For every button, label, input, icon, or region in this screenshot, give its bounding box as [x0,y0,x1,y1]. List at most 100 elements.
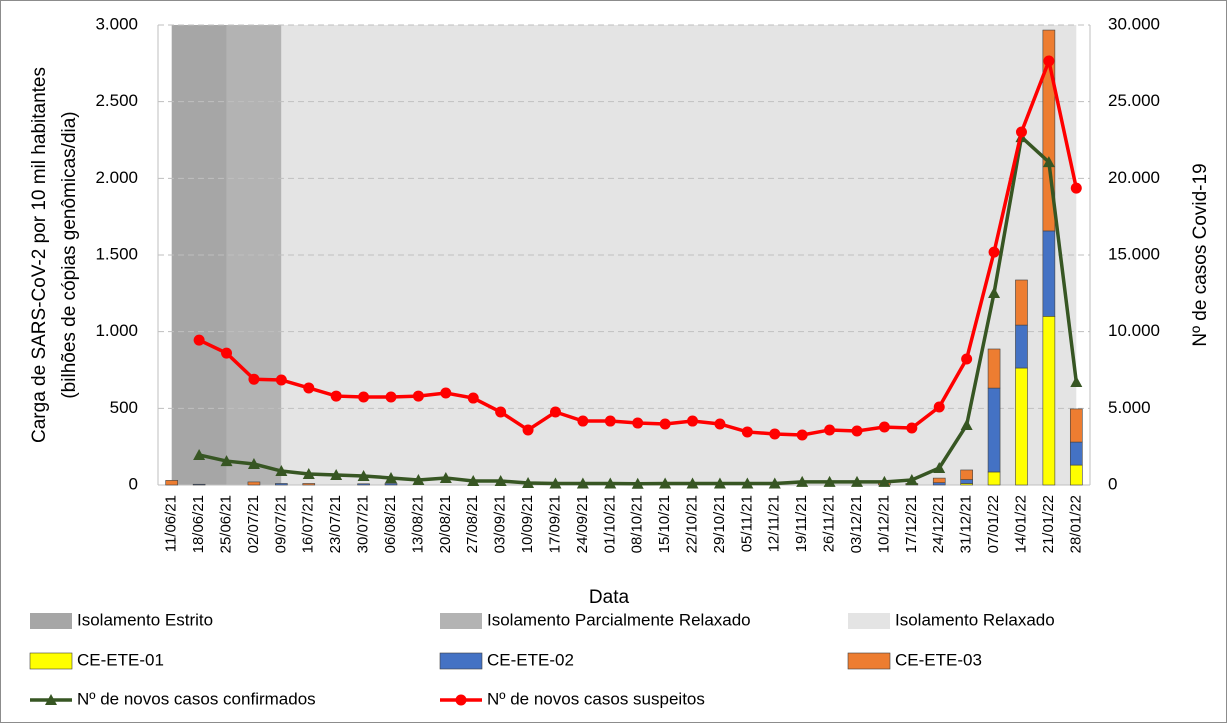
marker [303,382,315,394]
x-tick-label: 20/08/21 [437,495,454,553]
x-tick-label: 03/09/21 [492,495,509,553]
marker [741,426,753,438]
marker [577,415,589,427]
marker [824,424,836,436]
marker [412,390,424,402]
marker [330,469,343,481]
x-tick-label: 01/10/21 [601,495,618,553]
bar [1015,324,1028,369]
x-tick-label: 08/10/21 [629,495,646,553]
bar [1015,279,1028,326]
y2-tick-label: 25.000 [1108,91,1160,110]
marker [988,287,1001,299]
bar [1069,408,1083,443]
bar [384,483,398,486]
y2-tick-label: 0 [1108,474,1117,493]
legend-marker [45,694,57,705]
marker [549,406,561,418]
bar [987,471,1001,486]
marker [193,448,206,460]
y-axis-title: Carga de SARS-CoV-2 por 10 mil habitante… [29,67,50,443]
marker [960,419,973,431]
y-tick-label: 0 [129,474,138,493]
bar [1069,464,1083,486]
y2-tick-label: 15.000 [1108,244,1160,263]
legend-label: Isolamento Estrito [77,610,213,629]
legend-label: CE-ETE-02 [487,650,574,669]
y2-tick-label: 10.000 [1108,321,1160,340]
marker [1070,375,1083,387]
marker [796,429,808,441]
legend-label: Isolamento Relaxado [895,610,1055,629]
bar [357,483,370,486]
bar [247,481,261,486]
marker [467,475,480,487]
marker [714,418,726,430]
y-axis-title: (bilhões de cópias genômicas/dia) [59,111,80,398]
x-tick-label: 10/12/21 [875,495,892,553]
marker [467,392,479,404]
x-tick-label: 14/01/22 [1012,495,1029,553]
legend-swatch [847,652,891,670]
marker [522,477,535,489]
marker [1043,55,1055,67]
x-tick-label: 30/07/21 [355,495,372,553]
legend-label: Isolamento Parcialmente Relaxado [487,610,751,629]
x-tick-label: 21/01/22 [1040,495,1057,553]
marker [632,417,644,429]
legend-swatch [440,613,482,629]
bar [987,387,1001,473]
y2-tick-label: 20.000 [1108,168,1160,187]
x-tick-label: 07/01/22 [985,495,1002,553]
x-tick-label: 19/11/21 [793,495,810,552]
marker [1042,156,1055,168]
x-tick-label: 16/07/21 [300,495,317,553]
x-tick-label: 09/07/21 [272,495,289,553]
x-tick-label: 26/11/21 [821,495,838,552]
x-tick-label: 02/07/21 [245,495,262,553]
marker [823,475,836,487]
x-tick-label: 22/10/21 [683,495,700,553]
marker [686,477,699,489]
marker [604,415,616,427]
x-tick-label: 25/06/21 [217,495,234,553]
bar [1015,367,1028,486]
x-tick-label: 31/12/21 [958,495,975,553]
x-tick-label: 24/09/21 [574,495,591,553]
marker [988,246,1000,258]
marker [275,374,287,386]
marker [302,467,315,479]
y-tick-label: 2.500 [95,91,138,110]
legend-swatch [439,652,483,670]
marker [878,421,890,433]
legend-label: Nº de novos casos suspeitos [487,689,705,708]
marker [494,475,507,487]
bar [275,483,288,486]
marker [851,475,863,487]
x-tick-label: 10/09/21 [519,495,536,553]
x-tick-label: 27/08/21 [464,495,481,553]
x-tick-label: 23/07/21 [327,495,344,553]
y-tick-label: 500 [110,398,138,417]
legend-label: Nº de novos casos confirmados [77,689,316,708]
y-tick-label: 1.000 [95,321,138,340]
bar [932,482,946,486]
x-tick-label: 18/06/21 [190,495,207,553]
marker [851,425,863,437]
marker [1070,182,1082,194]
bar [302,483,316,486]
marker [631,477,644,489]
bar [960,479,973,484]
marker [221,347,233,359]
marker [933,401,945,413]
legend-swatch [848,613,890,629]
bar [932,477,946,484]
marker [549,477,562,489]
x-tick-label: 11/06/21 [163,495,180,552]
marker [330,390,342,402]
y2-axis-title: Nº de casos Covid-19 [1190,163,1211,346]
x-tick-label: 17/12/21 [903,495,920,553]
x-tick-label: 24/12/21 [930,495,947,553]
marker [495,406,507,418]
